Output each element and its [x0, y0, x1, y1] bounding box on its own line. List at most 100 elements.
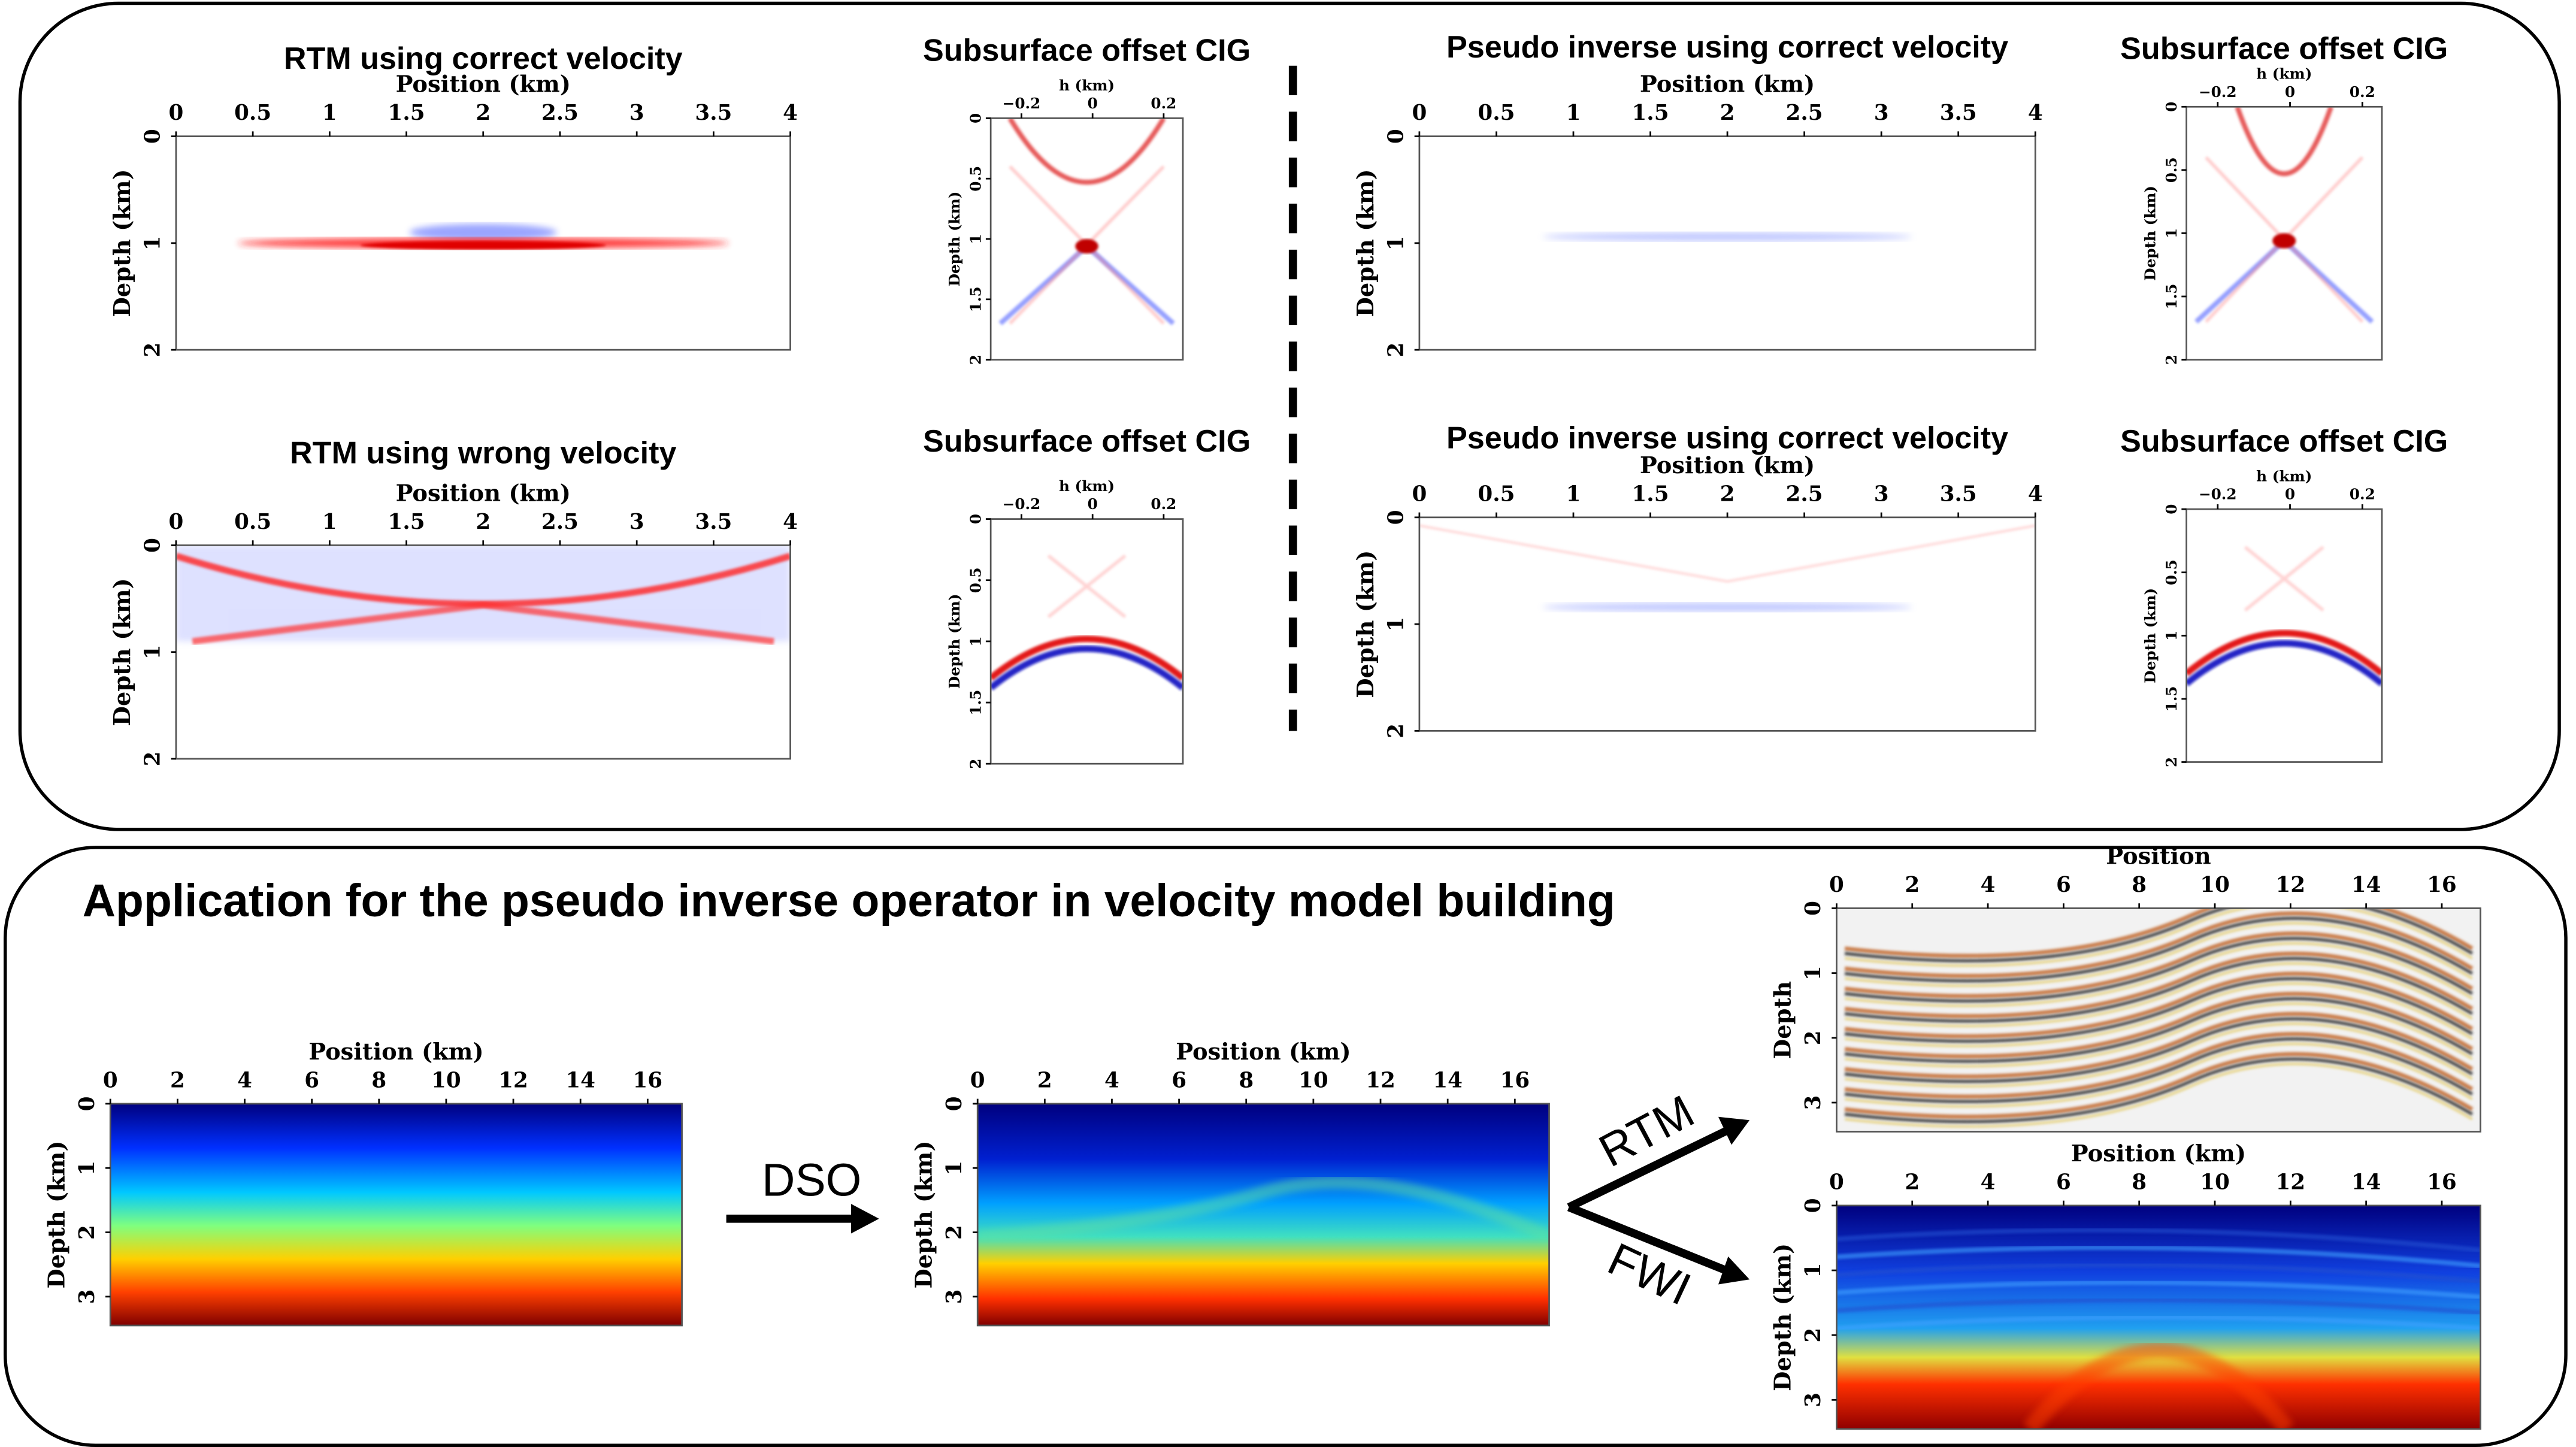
y-axis-label: Depth (km): [946, 594, 963, 689]
panel-image: [2194, 107, 2374, 324]
x-tick-label: 0: [103, 1068, 118, 1092]
y-tick-label: 0: [141, 129, 165, 144]
y-tick-label: 1: [2163, 228, 2180, 238]
x-tick-label: 12: [1366, 1068, 1396, 1092]
image-feature: [991, 635, 1183, 681]
panel-image: [110, 1103, 682, 1326]
image-feature: [1844, 942, 2473, 1007]
x-tick-label: −0.2: [1003, 495, 1041, 513]
y-tick-label: 0: [1384, 510, 1408, 525]
x-tick-label: 12: [2276, 1170, 2306, 1194]
x-tick-label: 4: [1981, 1170, 1996, 1194]
image-feature: [1844, 908, 2474, 962]
panel-border: [976, 1103, 1550, 1327]
x-tick-label: 0: [970, 1068, 985, 1092]
x-tick-label: 2.5: [1786, 101, 1823, 125]
bottom-frame: [3, 846, 2568, 1447]
y-tick-label: 0: [967, 113, 985, 123]
y-tick-label: 0.5: [2163, 157, 2180, 183]
x-tick-label: 4: [783, 510, 798, 534]
y-tick-label: 2: [1801, 1328, 1826, 1343]
x-axis-label: Position (km): [2071, 1140, 2246, 1167]
x-tick-label: 3: [1874, 482, 1889, 506]
x-axis-label: h (km): [2256, 468, 2312, 485]
x-tick-label: 1: [1566, 101, 1581, 125]
velocity-image: [977, 1103, 1549, 1326]
x-tick-label: 0.5: [234, 510, 271, 534]
y-tick-label: 3: [1801, 1095, 1826, 1110]
y-tick-label: 0: [1801, 901, 1826, 916]
image-feature: [1419, 524, 2036, 583]
image-feature: [1836, 1263, 2481, 1284]
y-tick-label: 0: [2163, 504, 2180, 514]
panel-border: [1836, 907, 2481, 1133]
x-tick-label: 0.2: [1151, 95, 1176, 112]
x-tick-label: 1.5: [1632, 101, 1669, 125]
y-tick-label: 0.5: [2163, 559, 2180, 585]
x-axis-label: h (km): [1059, 477, 1115, 495]
panel: Subsurface offset CIG−0.2 0 0.2h (km)00.51…: [923, 424, 1251, 769]
x-tick-label: 10: [2200, 873, 2230, 897]
panel: Pseudo inverse using correct velocity 0 0.…: [1352, 421, 2043, 738]
y-tick-label: 0: [75, 1096, 99, 1111]
y-tick-label: 2: [141, 343, 165, 358]
y-tick-label: 2: [1384, 724, 1408, 738]
panel-image: [977, 1103, 1549, 1326]
x-tick-label: 2: [1037, 1068, 1052, 1092]
y-tick-label: 0: [1384, 129, 1408, 144]
panel-border: [989, 117, 1184, 361]
x-tick-label: 0: [2285, 83, 2295, 101]
panel-title: RTM using wrong velocity: [290, 435, 676, 470]
x-tick-label: 4: [783, 101, 798, 125]
image-feature: [1844, 1052, 2474, 1119]
x-tick-label: 0: [2285, 486, 2295, 503]
y-tick-label: 1.5: [2163, 686, 2180, 712]
y-tick-label: 3: [1801, 1392, 1826, 1407]
x-tick-label: 14: [2351, 873, 2381, 897]
image-feature: [1844, 962, 2473, 1028]
panel-title: RTM using correct velocity: [284, 41, 683, 76]
y-tick-label: 1: [1384, 235, 1408, 250]
image-feature: [1844, 908, 2473, 967]
panel-title: Subsurface offset CIG: [2120, 424, 2448, 459]
y-axis-label: Depth (km): [2141, 588, 2159, 683]
image-feature: [1844, 982, 2473, 1048]
x-tick-label: 10: [2200, 1170, 2230, 1194]
x-tick-label: 14: [565, 1068, 595, 1092]
image-feature: [1836, 1315, 2481, 1331]
x-tick-label: 1: [322, 101, 337, 125]
y-tick-label: 0: [1801, 1198, 1826, 1213]
y-tick-label: 1: [1384, 617, 1408, 632]
x-tick-label: 8: [1239, 1068, 1254, 1092]
image-feature: [2186, 629, 2382, 676]
x-tick-label: 0: [1088, 95, 1098, 112]
panel-title: Pseudo inverse using correct velocity: [1446, 30, 2008, 65]
fwi-label: FWI: [1600, 1233, 1699, 1315]
x-tick-label: 2: [1905, 873, 1920, 897]
image-feature: [1844, 908, 2474, 958]
x-tick-label: 12: [498, 1068, 528, 1092]
x-tick-label: 16: [1500, 1068, 1530, 1092]
x-tick-label: 0.5: [1478, 101, 1515, 125]
x-axis-label: Position: [2106, 843, 2211, 870]
image-feature: [1844, 956, 2474, 1023]
y-tick-label: 2: [1801, 1030, 1826, 1045]
image-feature: [977, 1176, 1549, 1243]
arrows: [726, 1116, 1750, 1285]
y-axis-label: Depth (km): [1770, 1243, 1797, 1391]
x-tick-label: 0: [1829, 873, 1844, 897]
image-feature: [1844, 997, 2474, 1063]
y-tick-label: 0.5: [967, 166, 985, 192]
y-tick-label: 2: [967, 355, 985, 365]
x-tick-label: 2: [1720, 101, 1735, 125]
x-tick-label: 16: [633, 1068, 663, 1092]
rtm-label: RTM: [1591, 1085, 1702, 1177]
y-tick-label: 2: [2163, 355, 2180, 365]
y-axis-label: Depth (km): [2141, 186, 2159, 281]
x-tick-label: 0: [169, 101, 184, 125]
y-tick-label: 1: [141, 644, 165, 659]
section-title: Application for the pseudo inverse opera…: [83, 875, 1615, 927]
panel-border: [109, 1103, 683, 1327]
